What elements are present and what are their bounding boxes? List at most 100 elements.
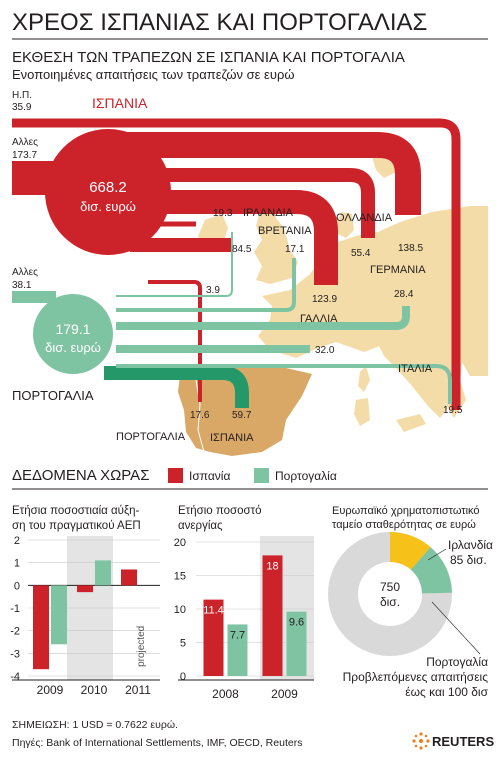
efsf-title-line2: ταμείο σταθερότητας σε ευρώ [332,519,476,531]
gdp-y-tick: 2 [14,535,20,547]
gdp-y-tick: -4 [10,671,20,683]
gdp-bars [33,560,137,670]
efsf-portugal-leader [431,601,481,655]
spain-flows [12,118,461,410]
gdp-y-tick: -1 [10,603,20,615]
efsf-portugal-label: Πορτογαλία [426,655,488,669]
legend-label-spain: Ισπανία [189,469,230,483]
gdp-x-label: 2010 [81,683,108,697]
gdp-y-ticks: 2 1 0 -1 -2 -3 -4 [10,535,20,683]
country-label-portugal: ΠΟΡΤΟΓΑΛΙΑ [116,431,186,443]
unemployment-value-label: 9.6 [289,617,304,629]
spain-flow-germany [110,132,421,215]
unemployment-y-tick: 15 [174,571,186,583]
unemployment-x-label: 2009 [271,687,298,701]
spain-flow-netherlands [120,168,375,238]
value-germany-spain: 138.5 [398,243,423,254]
gdp-bar [95,560,111,586]
map-sardinia [354,398,370,426]
unemployment-x-label: 2008 [212,687,239,701]
spain-total-value: 668.2 [89,179,127,196]
unemployment-chart: Ετήσιο ποσοστό ανεργίας 20 15 10 5 0 11.4 18 7… [174,505,314,701]
portugal-flow-germany [116,306,410,330]
footer-note: ΣΗΜΕΙΩΣΗ: 1 USD = 0.7622 ευρώ. [12,719,178,731]
source-labels: Η.Π. 35.9 Αλλες 173.7 Αλλες 38.1 [12,90,38,291]
country-label-germany: ΓΕΡΜΑΝΙΑ [370,264,426,276]
unemployment-bar [262,555,283,676]
efsf-title-line1: Ευρωπαϊκό χρηματοπιστωτικό [332,505,480,517]
reuters-wordmark: REUTERS [432,734,494,749]
gdp-bar [77,585,93,593]
portugal-flow-spain [104,366,249,408]
map-corsica [358,366,370,392]
value-portugal-spain: 17.6 [190,410,210,421]
efsf-donut [328,532,481,656]
efsf-slice [390,532,431,570]
efsf-slice [410,547,452,594]
value-ireland-portugal: 3.9 [206,285,220,296]
gdp-y-tick: -2 [10,626,20,638]
spain-flow-france [140,190,338,285]
map-italy [378,334,448,418]
flow-values: 19.3 84.5 55.4 138.5 123.9 17.6 3.9 17.1… [190,208,463,421]
gdp-projected-note: projected [136,626,147,667]
legend-swatch-portugal [254,468,269,483]
map-note: Ενοποιημένες απαιτήσεις των τραπεζών σε … [12,67,295,82]
source-value-other-portugal: 38.1 [12,280,32,291]
unemployment-y-tick: 0 [180,671,186,683]
unemployment-bars [203,555,307,676]
country-data-title: ΔΕΔΟΜΕΝΑ ΧΩΡΑΣ [12,467,149,484]
value-germany-portugal: 28.4 [394,289,414,300]
source-label-us: Η.Π. [12,90,32,101]
value-italy-portugal: 19.5 [443,405,463,416]
header: ΧΡΕΟΣ ΙΣΠΑΝΙΑΣ ΚΑΙ ΠΟΡΤΟΓΑΛΙΑΣ ΕΚΘΕΣΗ ΤΩ… [12,9,488,82]
gdp-x-label: 2009 [37,683,64,697]
portugal-flow-italy [116,364,452,404]
map-iberia [178,364,312,456]
unemployment-title-line2: ανεργίας [178,520,223,532]
efsf-ireland-label: Ιρλανδία [448,538,493,552]
footer-sources: Πηγές: Bank of International Settlements… [12,737,302,749]
spain-flow-portugal [148,280,202,402]
source-value-other-spain: 173.7 [12,150,37,161]
source-value-us: 35.9 [12,102,32,113]
spain-total: 668.2 δισ. ευρώ ΙΣΠΑΝΙΑ [45,95,171,255]
efsf-ireland-leader [427,548,447,561]
value-britain-portugal: 17.1 [285,244,305,255]
gdp-bar [51,585,67,645]
value-ireland-spain: 19.3 [213,208,233,219]
unemployment-value-label: 18 [266,560,278,572]
source-label-other-portugal: Αλλες [12,267,38,278]
portugal-total-value: 179.1 [55,321,90,337]
spain-flow-us [12,118,461,410]
efsf-chart: Ευρωπαϊκό χρηματοπιστωτικό ταμείο σταθερ… [328,505,493,699]
unemployment-y-tick: 10 [174,604,186,616]
country-labels: ΙΡΛΑΝΔΙΑ ΒΡΕΤΑΝΙΑ ΟΛΛΑΝΔΙΑ ΓΕΡΜΑΝΙΑ ΓΑΛΛ… [116,207,433,444]
unemployment-y-tick: 5 [180,638,186,650]
portugal-total-unit: δισ. ευρώ [45,340,101,355]
efsf-ireland-value: 85 δισ. [450,553,487,567]
spain-label: ΙΣΠΑΝΙΑ [92,95,148,111]
portugal-total: 179.1 δισ. ευρώ ΠΟΡΤΟΓΑΛΙΑ [12,294,113,403]
footer: ΣΗΜΕΙΩΣΗ: 1 USD = 0.7622 ευρώ. Πηγές: Ba… [12,719,494,750]
unemployment-bar [286,611,307,676]
gdp-gridlines [28,539,160,677]
gdp-y-tick: 1 [14,558,20,570]
unemployment-bar [203,599,224,676]
unemployment-value-label: 7.7 [230,629,245,641]
value-france-portugal: 32.0 [315,345,335,356]
reuters-logo-icon [412,732,430,750]
portugal-total-circle [33,294,113,374]
value-spain-portugal: 59.7 [232,410,252,421]
map-scandinavia [336,138,400,238]
value-britain-spain: 84.5 [232,244,252,255]
gdp-bar [121,569,137,586]
unemployment-y-tick: 20 [174,537,186,549]
legend-swatch-spain [168,468,183,483]
unemployment-title-line1: Ετήσιο ποσοστό [178,505,262,517]
gdp-title-line2: ση του πραγματικού ΑΕΠ [12,520,141,532]
gdp-x-label: 2011 [125,683,151,697]
unemployment-x-labels: 2008 2009 [178,679,314,701]
